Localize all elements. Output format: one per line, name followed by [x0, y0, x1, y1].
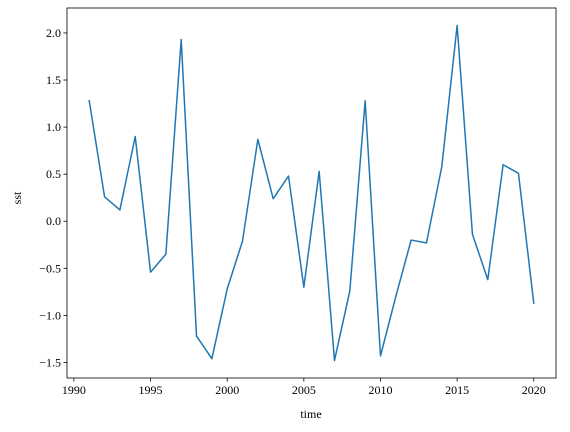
x-tick-label: 1990 — [62, 383, 86, 397]
x-axis-label: time — [300, 407, 321, 421]
x-tick-label: 2000 — [215, 383, 239, 397]
x-tick-label: 2020 — [522, 383, 546, 397]
x-tick-label: 2010 — [368, 383, 392, 397]
y-tick-label: 2.0 — [46, 26, 61, 40]
y-tick-label: −1.5 — [39, 355, 61, 369]
plot-frame — [66, 7, 557, 379]
y-tick-label: 0.0 — [46, 214, 61, 228]
plot-area — [66, 7, 557, 379]
y-axis: −1.5 −1.0 −0.5 0.0 0.5 1.0 1.5 2.0 — [39, 26, 67, 369]
x-tick-label: 1995 — [139, 383, 163, 397]
y-tick-label: 1.0 — [46, 120, 61, 134]
y-tick-label: 1.5 — [46, 73, 61, 87]
x-tick-label: 2005 — [292, 383, 316, 397]
x-axis: 1990 1995 2000 2005 2010 2015 2020 — [62, 378, 546, 397]
y-tick-label: 0.5 — [46, 167, 61, 181]
x-tick-label: 2015 — [445, 383, 469, 397]
y-axis-label: sst — [10, 191, 24, 204]
series-line — [88, 24, 535, 362]
y-tick-label: −1.0 — [39, 308, 61, 322]
y-tick-label: −0.5 — [39, 261, 61, 275]
